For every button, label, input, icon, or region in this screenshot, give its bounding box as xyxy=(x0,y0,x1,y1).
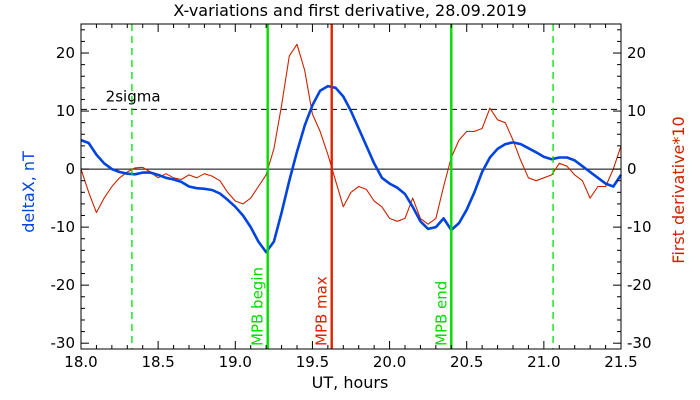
marker-label-mpb-max: MPB max xyxy=(313,276,331,346)
y-tick-label-left: -10 xyxy=(51,218,76,236)
y-tick-label-left: 20 xyxy=(56,44,75,62)
threshold-label: 2sigma xyxy=(106,87,161,105)
x-tick-label: 19.5 xyxy=(296,353,329,371)
series-deltax xyxy=(80,84,623,254)
marker-label-mpb-end: MPB end xyxy=(432,281,450,346)
plot-frame xyxy=(80,23,622,350)
y-axis-label-right: First derivative*10 xyxy=(669,116,688,263)
y-tick-label-left: 0 xyxy=(65,160,75,178)
y-tick-label-left: -20 xyxy=(51,276,76,294)
axes: 18.0 18.5 19.0 19.5 20.0 20.5 21.0 21.5-30 -30-2… xyxy=(51,23,652,371)
marker-label-mpb-begin: MPB begin xyxy=(249,267,267,346)
series-lines xyxy=(80,43,623,254)
y-tick-label-right: -10 xyxy=(627,218,652,236)
x-tick-label: 18.5 xyxy=(141,353,174,371)
y-tick-label-right: 10 xyxy=(627,102,646,120)
x-axis-label: UT, hours xyxy=(312,373,389,392)
marker-lines xyxy=(131,24,554,349)
y-tick-label-right: 0 xyxy=(627,160,637,178)
y-tick-label-right: -30 xyxy=(627,334,652,352)
x-tick-label: 19.0 xyxy=(219,353,252,371)
x-tick-label: 20.0 xyxy=(373,353,406,371)
y-tick-label-left: -30 xyxy=(51,334,76,352)
chart-title: X-variations and first derivative, 28.09… xyxy=(173,1,526,20)
x-tick-label: 21.5 xyxy=(604,353,637,371)
annotations: 2sigma MPB begin MPB max MPB end xyxy=(106,87,451,346)
y-tick-label-right: -20 xyxy=(627,276,652,294)
x-tick-label: 18.0 xyxy=(64,353,97,371)
y-axis-label-left: deltaX, nT xyxy=(19,151,38,233)
reference-lines xyxy=(81,108,621,170)
series-derivative xyxy=(80,43,622,225)
x-tick-label: 20.5 xyxy=(450,353,483,371)
y-tick-label-right: 20 xyxy=(627,44,646,62)
x-tick-label: 21.0 xyxy=(527,353,560,371)
y-tick-label-left: 10 xyxy=(56,102,75,120)
